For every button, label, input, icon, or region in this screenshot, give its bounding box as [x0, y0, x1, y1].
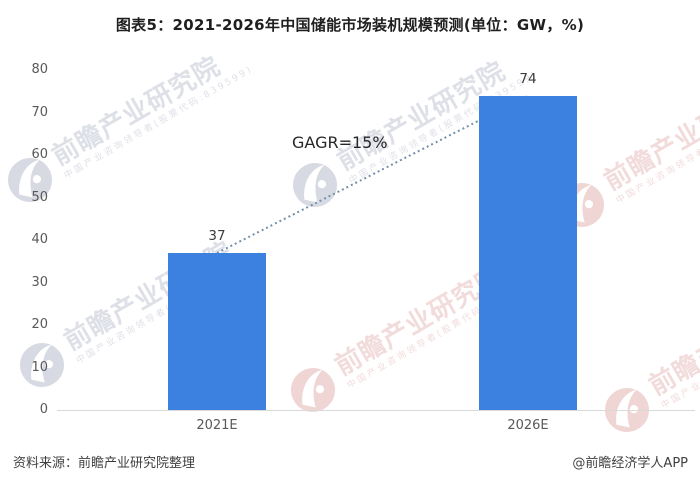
bar-value-label: 74	[519, 70, 537, 87]
credit-note: @前瞻经济学人APP	[572, 456, 688, 471]
watermark-sub-text: 中国产业咨询领导者(股票代码:839599)	[659, 294, 700, 411]
bar-2026E	[479, 95, 577, 410]
chart-title: 图表5：2021-2026年中国储能市场装机规模预测(单位：GW，%)	[115, 16, 585, 34]
y-axis-tick-label: 50	[31, 189, 48, 205]
watermark-sub-text: 中国产业咨询领导者(股票代码:839599)	[614, 89, 700, 206]
watermark-main-text: 前瞻产业研究院	[598, 75, 700, 197]
x-axis-category-label: 2026E	[507, 418, 549, 433]
qianzhan-logo-icon	[293, 163, 337, 207]
cagr-annotation-label: GAGR=15%	[292, 133, 388, 152]
watermark-main-text: 前瞻产业研究院	[46, 50, 226, 172]
watermark: 前瞻产业研究院中国产业咨询领导者(股票代码:839599)	[597, 267, 700, 440]
bar-value-label: 37	[208, 227, 226, 244]
watermark-main-text: 前瞻产业研究院	[643, 280, 700, 402]
y-axis-tick-label: 30	[31, 274, 48, 290]
x-axis-line	[57, 410, 695, 411]
watermark-sub-text: 中国产业咨询领导者(股票代码:839599)	[62, 64, 255, 181]
x-axis-category-label: 2021E	[196, 418, 238, 433]
y-axis-tick-label: 80	[31, 62, 48, 77]
qianzhan-logo-icon	[291, 368, 335, 412]
y-axis-tick-label: 60	[31, 147, 48, 162]
bar-2021E	[168, 252, 266, 410]
y-axis-tick-label: 20	[31, 317, 48, 332]
y-axis-tick-label: 40	[31, 232, 48, 247]
y-axis-tick-label: 10	[31, 359, 48, 375]
y-axis-tick-label: 70	[31, 104, 48, 120]
source-note: 资料来源：前瞻产业研究院整理	[13, 456, 196, 471]
y-axis-tick-label: 0	[39, 402, 48, 417]
